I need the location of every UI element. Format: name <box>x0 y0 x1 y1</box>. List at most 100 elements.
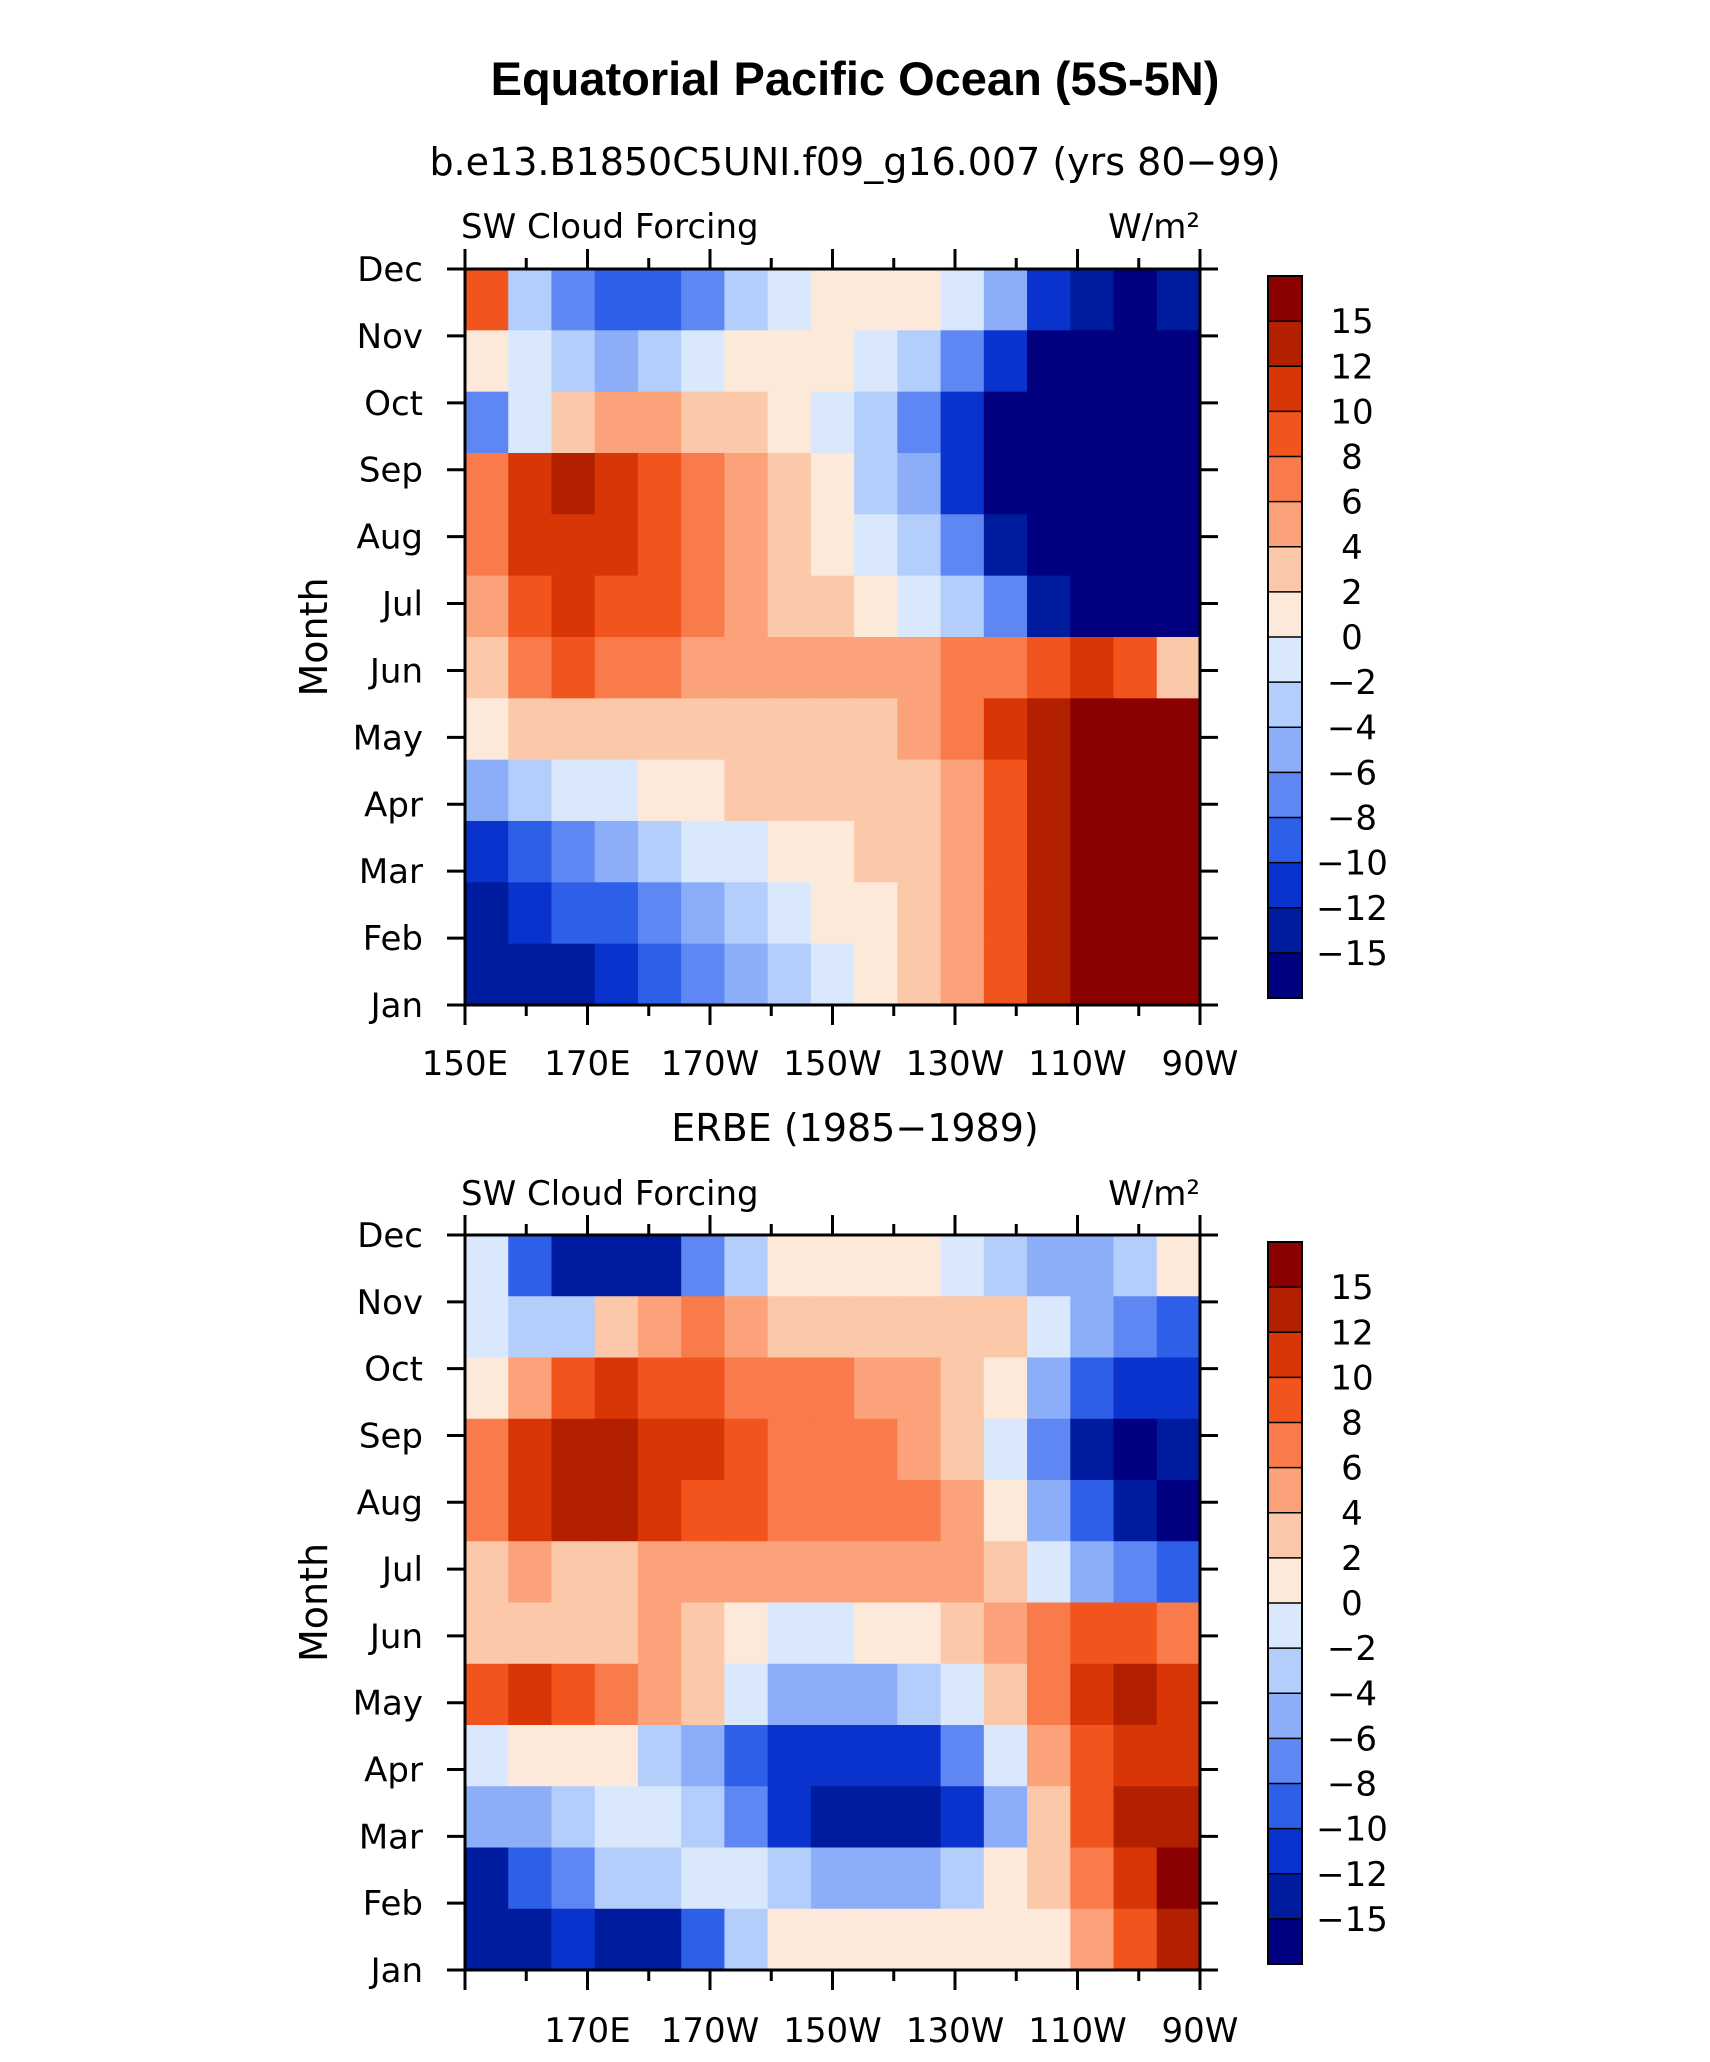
heatmap-cell <box>854 330 899 393</box>
x-tick-label: 150E <box>422 1044 508 1084</box>
heatmap-cell <box>1070 1847 1115 1910</box>
heatmap-cell <box>940 943 985 1006</box>
heatmap-cell <box>637 1786 682 1849</box>
heatmap-cell <box>508 882 553 945</box>
heatmap-cell <box>594 1480 639 1543</box>
colorbar-box <box>1268 952 1302 999</box>
heatmap-cell <box>1156 1357 1201 1420</box>
colorbar-box <box>1268 682 1302 728</box>
heatmap-cell <box>724 1418 769 1481</box>
x-tick-label: 170W <box>661 1044 760 1084</box>
heatmap-cell <box>767 1235 812 1298</box>
heatmap-cell <box>983 1480 1028 1543</box>
heatmap-cell <box>551 453 596 516</box>
heatmap-cell <box>854 637 899 700</box>
month-tick-label: Jun <box>368 651 423 691</box>
heatmap-cell <box>897 514 942 577</box>
month-tick-label: Apr <box>364 785 423 825</box>
heatmap-cell <box>1113 1602 1158 1665</box>
heatmap-cell <box>940 882 985 945</box>
heatmap-cell <box>724 391 769 454</box>
heatmap-cell <box>940 514 985 577</box>
colorbar-box <box>1268 727 1302 773</box>
heatmap-cell <box>465 1541 510 1604</box>
heatmap-cell <box>983 514 1028 577</box>
heatmap-cell <box>767 269 812 332</box>
heatmap-cell <box>854 514 899 577</box>
heatmap-cell <box>1113 330 1158 393</box>
heatmap-cell <box>508 514 553 577</box>
heatmap-cell <box>724 882 769 945</box>
month-tick-label: May <box>353 1684 423 1724</box>
colorbar-frame <box>1267 275 1303 999</box>
heatmap-cell <box>681 391 726 454</box>
heatmap-cell <box>681 453 726 516</box>
heatmap-cell <box>551 882 596 945</box>
heatmap-cell <box>1027 637 1072 700</box>
month-tick-label: Jul <box>380 1550 423 1590</box>
x-tick-label: 170W <box>661 2011 760 2051</box>
heatmap-cell <box>508 1847 553 1910</box>
colorbar-box <box>1268 1242 1302 1288</box>
heatmap-cell <box>551 1602 596 1665</box>
month-tick-label: Oct <box>364 384 423 424</box>
heatmap-cell <box>551 637 596 700</box>
heatmap-cell <box>594 269 639 332</box>
colorbar-box <box>1268 1783 1302 1830</box>
heatmap-cell <box>681 514 726 577</box>
heatmap-cell <box>1070 269 1115 332</box>
heatmap-cell <box>681 1786 726 1849</box>
heatmap-cell <box>940 1786 985 1849</box>
heatmap-cell <box>637 698 682 761</box>
heatmap-cell <box>1027 330 1072 393</box>
heatmap-cell <box>854 882 899 945</box>
heatmap-cell <box>594 821 639 884</box>
colorbar-box <box>1268 366 1302 412</box>
colorbar-box <box>1268 1828 1302 1875</box>
heatmap-cell <box>810 1235 855 1298</box>
colorbar-box <box>1268 1693 1302 1739</box>
heatmap-cell <box>637 1663 682 1726</box>
heatmap-cell <box>551 575 596 638</box>
heatmap-cell <box>1156 759 1201 822</box>
heatmap-cell <box>983 821 1028 884</box>
heatmap-cell <box>594 1847 639 1910</box>
heatmap-cell <box>551 759 596 822</box>
heatmap-cell <box>810 1663 855 1726</box>
heatmap-cell <box>681 698 726 761</box>
heatmap-cell <box>1070 1908 1115 1971</box>
heatmap-cell <box>594 1663 639 1726</box>
heatmap-cell <box>1027 882 1072 945</box>
heatmap-cell <box>810 1908 855 1971</box>
heatmap-cell <box>1113 269 1158 332</box>
heatmap-cell <box>767 1296 812 1359</box>
heatmap-cell <box>724 1908 769 1971</box>
heatmap-cell <box>465 269 510 332</box>
heatmap-cell <box>1070 882 1115 945</box>
heatmap-cell <box>810 1847 855 1910</box>
left-string: SW Cloud Forcing <box>461 1174 759 1214</box>
heatmap-cell <box>551 1786 596 1849</box>
heatmap-cell <box>724 637 769 700</box>
colorbar-label: −15 <box>1316 1900 1388 1940</box>
heatmap-cell <box>724 943 769 1006</box>
heatmap-cell <box>508 1786 553 1849</box>
colorbar-label: 2 <box>1341 1539 1363 1579</box>
heatmap-cell <box>1156 514 1201 577</box>
heatmap-cell <box>1070 1296 1115 1359</box>
heatmap-cell <box>1070 821 1115 884</box>
heatmap-cell <box>594 453 639 516</box>
heatmap-cell <box>940 1663 985 1726</box>
month-tick-label: Jan <box>369 1951 423 1991</box>
heatmap-cell <box>724 698 769 761</box>
heatmap-cell <box>1113 1541 1158 1604</box>
heatmap-cell <box>810 330 855 393</box>
heatmap-cell <box>1027 943 1072 1006</box>
heatmap-cell <box>983 1786 1028 1849</box>
x-tick-label: 110W <box>1028 2011 1127 2051</box>
heatmap-cell <box>897 330 942 393</box>
month-tick-label: Aug <box>357 1483 423 1523</box>
heatmap-cell <box>897 1908 942 1971</box>
heatmap-cell <box>810 882 855 945</box>
month-tick-label: May <box>353 718 423 758</box>
